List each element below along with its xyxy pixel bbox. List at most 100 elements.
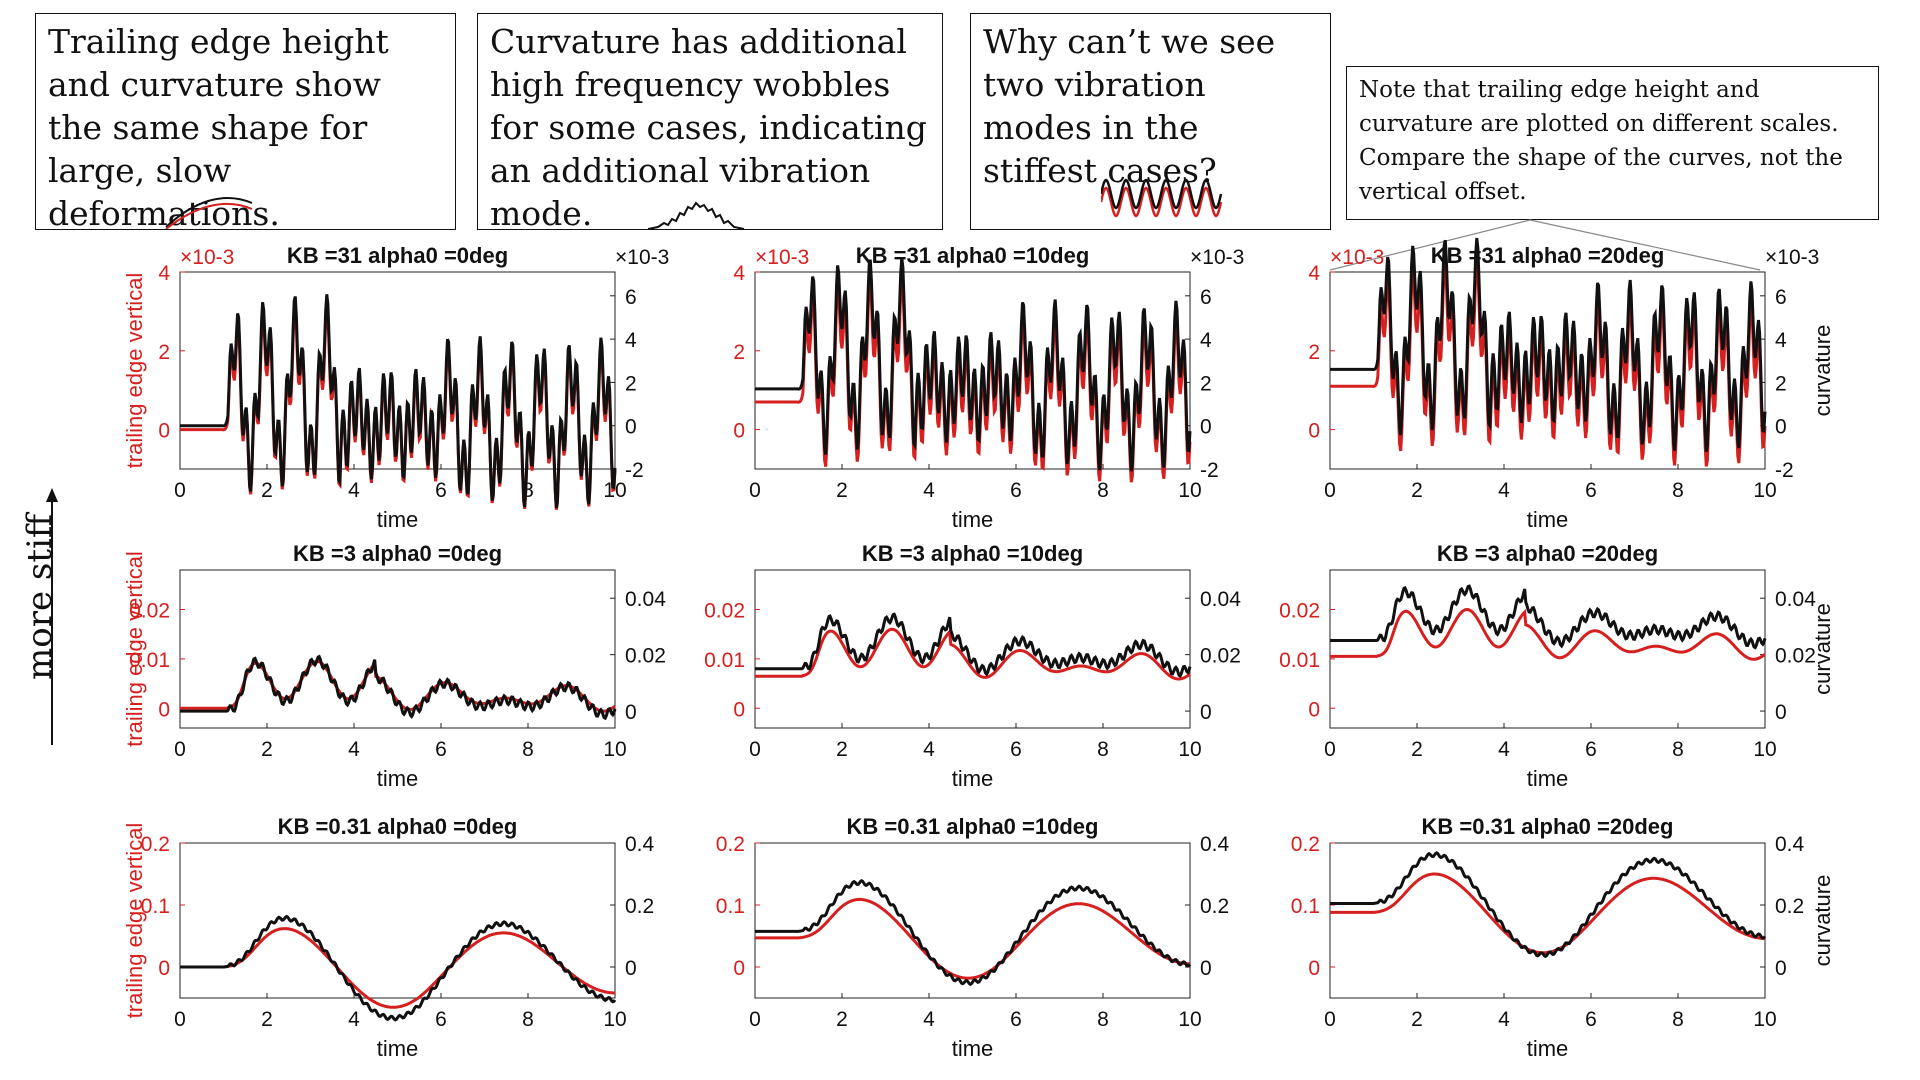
series-line-black [180,914,617,1022]
stiff-arrow-head [46,488,58,502]
y-left-tick-label: 0 [733,957,745,980]
x-tick-label: 8 [1097,738,1109,761]
note-why-text: Why can’t we see two vibration modes in … [983,22,1276,190]
x-tick-label: 4 [1498,738,1510,761]
x-tick-label: 2 [261,479,273,502]
x-tick-label: 8 [522,738,534,761]
series-line-black [755,612,1192,678]
y-left-multiplier: ×10-3 [180,246,234,269]
y-right-tick-label: 0 [1775,957,1787,980]
chart-title: KB =31 alpha0 =10deg [856,243,1090,268]
note-same-shape: Trailing edge height and curvature show … [35,13,456,233]
x-axis-label: time [377,766,419,791]
y-left-tick-label: 0 [1308,698,1320,721]
x-axis-label: time [377,1036,419,1061]
series-line-red [1330,607,1766,661]
x-axis-label: time [1527,1036,1569,1061]
y-left-tick-label: 0.02 [1279,600,1320,623]
note-same-shape-text: Trailing edge height and curvature show … [48,22,389,233]
more-stiff-label: more stiff [20,513,60,680]
x-tick-label: 6 [435,1008,447,1031]
y-right-axis-label: curvature [1810,325,1835,417]
plot-frame [179,271,616,470]
x-tick-label: 0 [174,1008,186,1031]
y-left-tick-label: 4 [733,262,745,285]
y-right-tick-label: -2 [1200,459,1219,482]
y-left-tick-label: 0 [1308,420,1320,443]
y-right-tick-label: 0.04 [625,588,666,611]
x-tick-label: 8 [522,1008,534,1031]
y-right-tick-label: 0.4 [1775,833,1805,856]
x-tick-label: 0 [749,479,761,502]
x-tick-label: 10 [1753,479,1776,502]
x-tick-label: 4 [923,738,935,761]
y-right-axis-label: curvature [1810,603,1835,695]
x-tick-label: 10 [603,479,626,502]
series-line-red [1330,259,1767,467]
x-tick-label: 10 [1178,1008,1201,1031]
series-line-red [755,275,1192,483]
series-line-red [755,897,1191,980]
y-right-tick-label: 0.02 [1775,645,1816,668]
series-line-black [180,654,617,721]
y-right-tick-label: 0 [625,957,637,980]
chart-panel-6: KB =0.31 alpha0 =0deg 0 2 4 6 8 10 time 0 0.1 0.2 0… [122,814,655,1061]
y-right-tick-label: 0.04 [1775,588,1816,611]
x-axis-label: time [377,507,419,532]
chart-panel-3: KB =3 alpha0 =0deg 0 2 4 6 8 10 time 0 0.01 0.02 0 0… [122,541,666,791]
series-line-black [755,257,1192,472]
chart-title: KB =0.31 alpha0 =20deg [1422,814,1674,839]
x-tick-label: 6 [1010,479,1022,502]
callout-line-left [1329,219,1531,271]
x-axis-label: time [952,507,994,532]
y-right-multiplier: ×10-3 [1765,246,1819,269]
note-scales: Note that trailing edge height and curva… [1346,66,1879,220]
plot-frame [179,842,616,999]
y-right-tick-label: 0.02 [625,645,666,668]
note-scales-text: Note that trailing edge height and curva… [1359,77,1843,205]
y-left-tick-label: 0 [1308,957,1320,980]
y-right-tick-label: 4 [1775,329,1787,352]
y-right-multiplier: ×10-3 [615,246,669,269]
y-right-tick-label: 2 [1775,372,1787,395]
x-tick-label: 4 [348,479,360,502]
chart-panel-4: KB =3 alpha0 =10deg 0 2 4 6 8 10 time 0 0.01 0.02 0… [704,541,1241,791]
x-tick-label: 2 [1411,1008,1423,1031]
x-tick-label: 0 [1324,479,1336,502]
callout-line-right [1529,219,1761,271]
x-tick-label: 4 [348,738,360,761]
series-line-black [1330,237,1767,452]
series-line-red [180,659,616,713]
x-tick-label: 6 [435,479,447,502]
y-left-tick-label: 0 [733,698,745,721]
chart-panel-2: KB =31 alpha0 =20deg 0 2 4 6 8 10 time 0 2 4 -2 0 2 4 6… [1308,237,1835,532]
y-right-tick-label: 6 [625,286,637,309]
y-left-tick-label: 0.1 [141,895,170,918]
y-left-tick-label: 0 [733,420,745,443]
y-right-tick-label: -2 [625,459,644,482]
x-tick-label: 2 [836,1008,848,1031]
series-line-red [180,927,615,1009]
y-left-tick-label: 0.2 [141,833,170,856]
y-right-tick-label: 0.2 [1200,895,1229,918]
x-tick-label: 4 [1498,1008,1510,1031]
y-left-tick-label: 0.2 [1291,833,1320,856]
y-left-multiplier: ×10-3 [1330,246,1384,269]
note-why: Why can’t we see two vibration modes in … [970,13,1331,230]
chart-title: KB =31 alpha0 =0deg [287,243,508,268]
plot-frame [754,569,1191,729]
x-axis-label: time [952,766,994,791]
x-tick-label: 2 [836,479,848,502]
x-tick-label: 0 [749,738,761,761]
x-tick-label: 0 [1324,738,1336,761]
x-tick-label: 6 [435,738,447,761]
x-tick-label: 10 [1753,1008,1776,1031]
x-tick-label: 10 [1178,479,1201,502]
y-right-tick-label: 0 [1775,416,1787,439]
x-tick-label: 4 [923,479,935,502]
x-axis-label: time [1527,766,1569,791]
plot-frame [179,569,616,729]
chart-panel-0: KB =31 alpha0 =0deg 0 2 4 6 8 10 time 0 2 4 -2 0 2 4 6 ×… [122,243,669,532]
x-tick-label: 0 [1324,1008,1336,1031]
y-right-tick-label: 4 [625,329,637,352]
